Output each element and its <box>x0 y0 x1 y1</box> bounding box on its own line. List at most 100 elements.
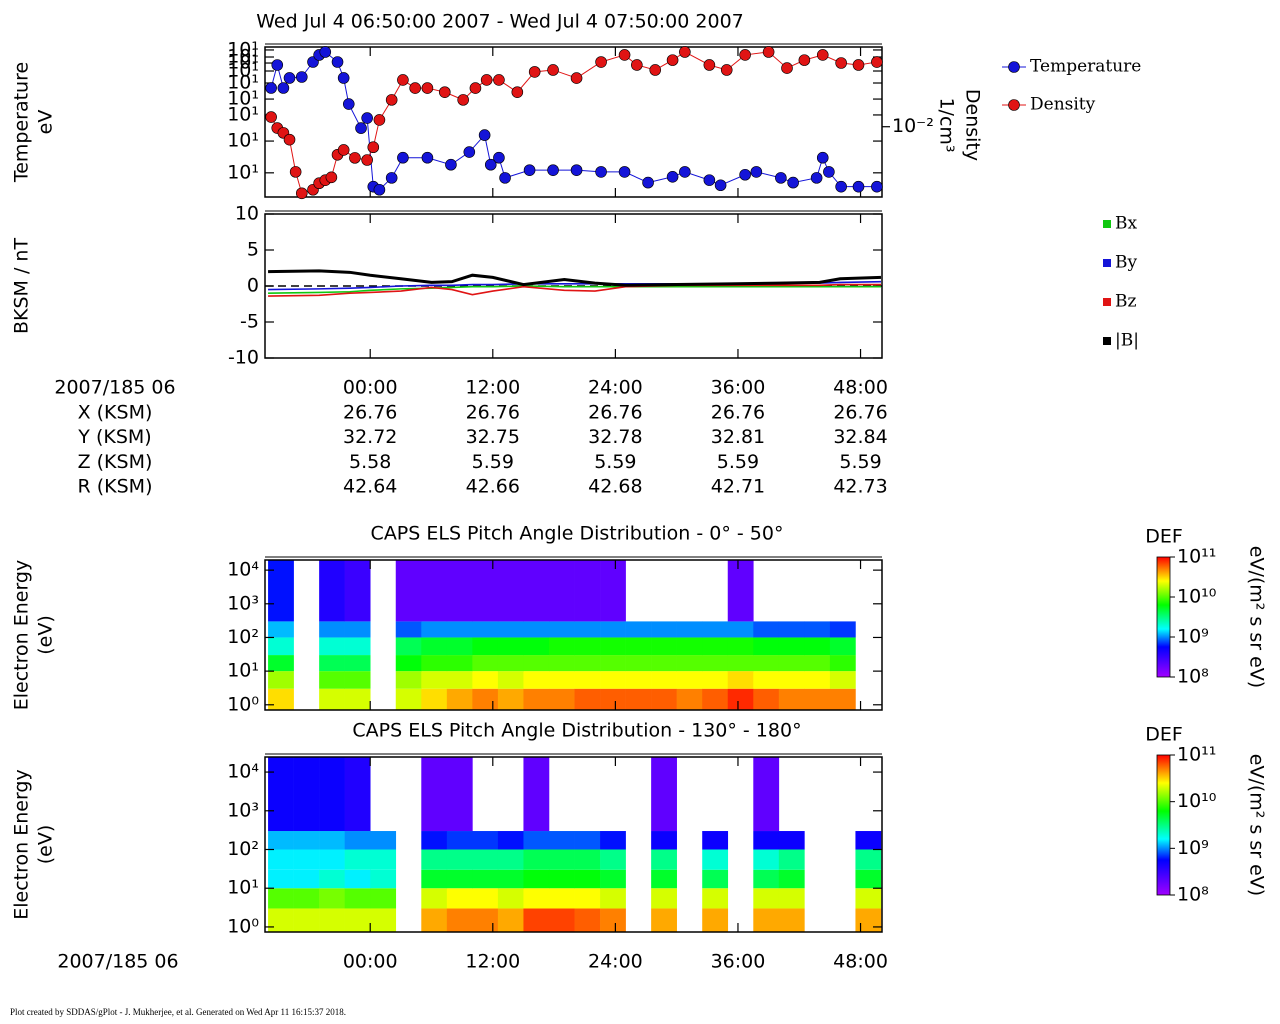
heatmap-cell <box>548 621 575 638</box>
heatmap-cell <box>319 831 345 850</box>
heatmap-cell <box>600 869 626 889</box>
heatmap-cell <box>268 849 294 870</box>
data-point <box>852 180 865 193</box>
y-tick-label: 10¹ <box>227 88 259 110</box>
data-point <box>421 151 434 164</box>
heatmap-cell <box>344 655 371 672</box>
heatmap-cell <box>497 655 524 672</box>
heatmap-cell <box>574 831 601 850</box>
heatmap-cell <box>472 671 499 689</box>
heatmap-cell <box>829 637 856 656</box>
heatmap-cell <box>753 849 780 870</box>
data-point <box>523 164 536 176</box>
ephemeris-value: 32.81 <box>711 426 765 448</box>
series-line <box>268 269 882 287</box>
heatmap-cell <box>804 671 831 689</box>
heatmap-cell <box>421 621 448 638</box>
heatmap-cell <box>778 637 805 656</box>
y-axis-label: (eV) <box>35 615 57 655</box>
heatmap-cell <box>548 869 575 889</box>
heatmap-cell <box>651 637 677 656</box>
heatmap-cell <box>497 888 524 909</box>
x-tick-label: 00:00 <box>343 377 398 399</box>
heatmap-cell <box>855 908 882 932</box>
heatmap-cell <box>319 757 345 832</box>
heatmap-cell <box>855 831 882 850</box>
heatmap-cell <box>600 688 626 710</box>
heatmap-cell <box>727 637 754 656</box>
data-point <box>871 56 883 68</box>
data-point <box>355 122 367 134</box>
heatmap-cell <box>855 849 882 870</box>
heatmap-cell <box>651 621 677 638</box>
heatmap-cell <box>293 849 320 870</box>
y-tick-label: 10¹ <box>227 161 259 183</box>
colorbar-tick-label: 10¹⁰ <box>1177 586 1216 608</box>
heatmap-cell <box>319 621 345 638</box>
heatmap-cell <box>421 849 448 870</box>
heatmap-cell <box>497 849 524 870</box>
data-point <box>511 86 524 98</box>
heatmap-cell <box>753 908 780 932</box>
heatmap-cell <box>344 831 371 850</box>
y-tick-label: 5 <box>247 239 259 261</box>
heatmap-cell <box>574 688 601 710</box>
heatmap-cell <box>497 560 524 622</box>
heatmap-cell <box>344 560 371 622</box>
heatmap-cell <box>625 655 652 672</box>
data-point <box>703 59 716 71</box>
data-point <box>798 54 811 66</box>
y-tick-label: 10¹ <box>227 660 259 682</box>
heatmap-cell <box>319 688 345 710</box>
heatmap-cell <box>625 637 652 656</box>
data-point <box>835 180 847 193</box>
heatmap-cell <box>446 671 473 689</box>
heatmap-cell <box>472 637 499 656</box>
ephemeris-value: 32.84 <box>833 426 887 448</box>
y-tick-label: 10¹ <box>227 52 259 74</box>
heatmap-cell <box>548 655 575 672</box>
heatmap-cell <box>676 655 703 672</box>
heatmap-cell <box>523 869 550 889</box>
heatmap-cell <box>319 888 345 909</box>
heatmap-cell <box>676 671 703 689</box>
heatmap-cell <box>778 849 805 870</box>
heatmap-cell <box>523 688 550 710</box>
heatmap-cell <box>293 888 320 909</box>
heatmap-cell <box>395 637 422 656</box>
heatmap-cell <box>574 655 601 672</box>
heatmap-cell <box>753 688 780 710</box>
heatmap-cell <box>268 671 294 689</box>
heatmap-cell <box>600 888 626 909</box>
heatmap-cell <box>727 621 754 638</box>
heatmap-cell <box>268 560 294 622</box>
y-tick-label: 10² <box>227 626 259 648</box>
heatmap-cell <box>574 621 601 638</box>
heatmap-cell <box>344 637 371 656</box>
heatmap-cell <box>702 908 729 932</box>
colorbar-tick-label: 10⁹ <box>1177 626 1209 648</box>
heatmap-cell <box>446 831 473 850</box>
x-tick-label: 48:00 <box>833 951 888 973</box>
heatmap-cell <box>548 888 575 909</box>
heatmap-cell <box>829 655 856 672</box>
heatmap-cell <box>574 849 601 870</box>
heatmap-cell <box>421 655 448 672</box>
footer: Plot created by SDDAS/gPlot - J. Mukherj… <box>10 1007 346 1017</box>
ephemeris-value: 5.59 <box>717 451 759 473</box>
data-point <box>337 72 350 84</box>
heatmap-cell <box>548 908 575 932</box>
heatmap-cell <box>702 849 729 870</box>
heatmap-cell <box>651 688 677 710</box>
colorbar-tick-label: 10⁸ <box>1177 666 1209 688</box>
data-point <box>835 57 847 69</box>
data-point <box>720 64 733 76</box>
heatmap-cell <box>548 560 575 622</box>
heatmap-cell <box>421 831 448 850</box>
heatmap-cell <box>778 621 805 638</box>
heatmap-cell <box>574 908 601 932</box>
data-point <box>283 72 296 84</box>
legend-label: Bx <box>1115 214 1137 234</box>
data-point <box>445 158 457 171</box>
